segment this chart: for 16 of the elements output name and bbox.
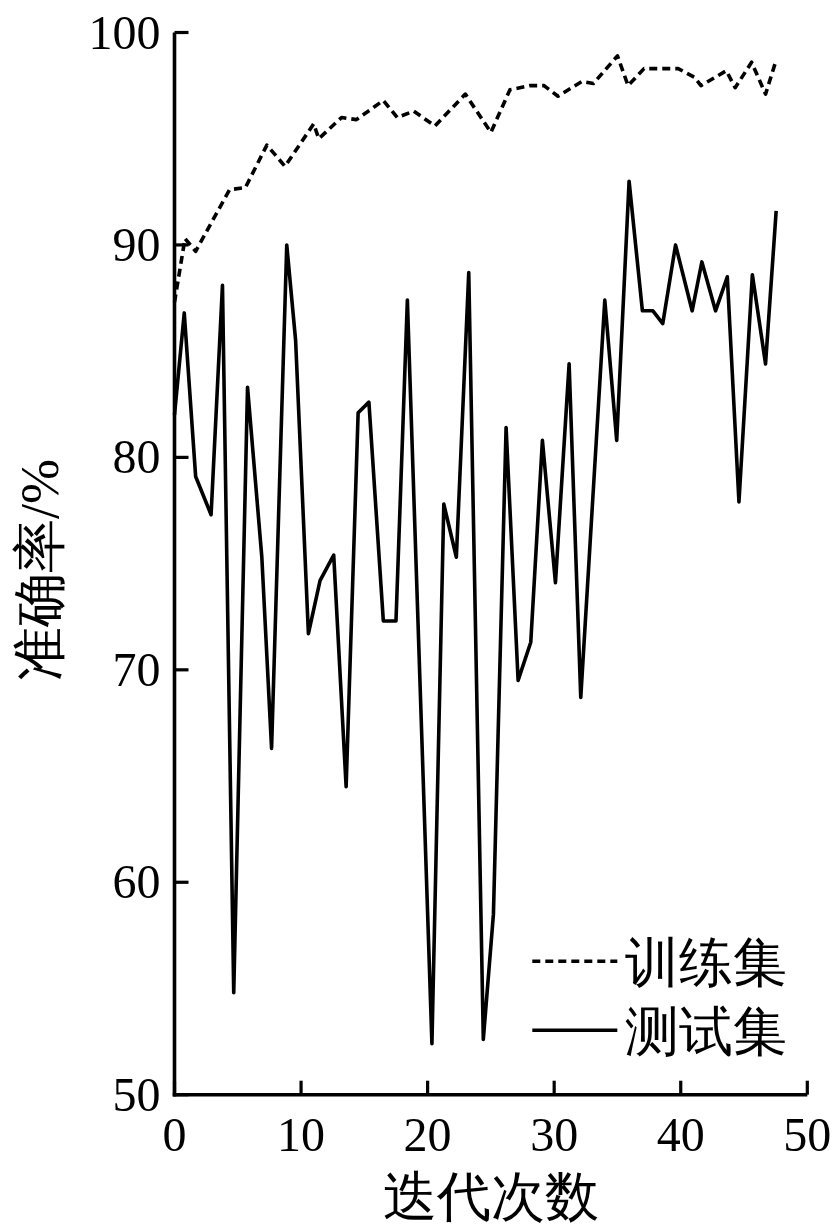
x-tick-label: 0: [162, 1107, 187, 1161]
y-tick-label: 80: [112, 430, 161, 484]
x-tick-label: 30: [530, 1107, 579, 1161]
x-tick-label: 50: [783, 1107, 832, 1161]
y-tick-label: 100: [88, 5, 161, 59]
x-tick-label: 10: [277, 1107, 326, 1161]
x-axis-title: 迭代次数: [382, 1167, 599, 1227]
y-tick-label: 70: [112, 642, 161, 696]
y-tick-label: 60: [112, 855, 161, 909]
legend-label: 测试集: [625, 1002, 788, 1063]
y-tick-label: 50: [112, 1067, 161, 1121]
legend-label: 训练集: [625, 933, 788, 994]
y-tick-label: 90: [112, 217, 161, 271]
x-tick-label: 40: [656, 1107, 705, 1161]
y-axis-title: 准确率/%: [10, 459, 70, 681]
x-tick-label: 20: [403, 1107, 452, 1161]
